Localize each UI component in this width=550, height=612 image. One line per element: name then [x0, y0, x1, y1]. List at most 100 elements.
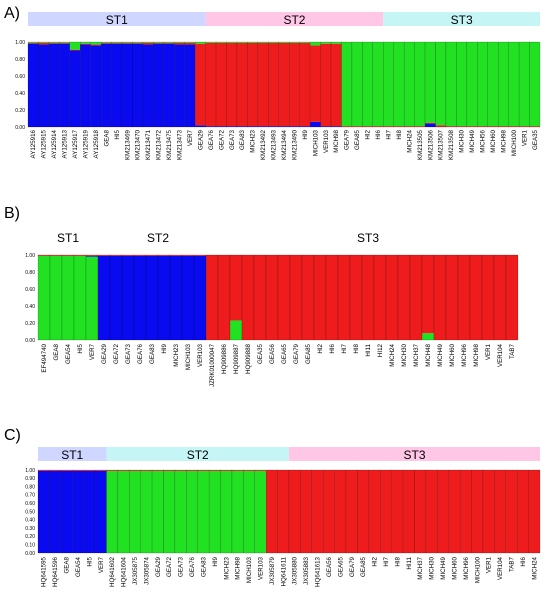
y-tick-label: 0.00 — [25, 338, 35, 344]
panel-label: B) — [4, 205, 20, 222]
bar-segment — [289, 126, 300, 127]
sample-label: KM213472 — [156, 129, 163, 159]
sample-label: MICH49 — [469, 129, 476, 152]
bar-segment — [205, 126, 217, 127]
sample-label: TAB7 — [509, 343, 516, 359]
bar-segment — [209, 470, 221, 553]
bar-segment — [28, 42, 39, 44]
y-tick-label: 0.60 — [15, 74, 25, 80]
bar-segment — [83, 470, 96, 553]
sample-label: VER103 — [323, 129, 330, 153]
sample-label: GEA54 — [75, 556, 82, 577]
bar-segment — [494, 470, 506, 553]
bar-segment — [236, 42, 248, 127]
bar-segment — [50, 255, 62, 256]
bar-segment — [231, 470, 244, 471]
bar-segment — [117, 470, 130, 471]
bar-segment — [254, 255, 266, 340]
group-band — [383, 12, 540, 26]
bar-segment — [482, 470, 495, 553]
bar-segment — [122, 43, 133, 128]
bar-outline — [83, 469, 96, 554]
bar-segment — [257, 126, 269, 127]
bar-segment — [277, 470, 289, 553]
bar-segment — [69, 42, 81, 50]
bar-segment — [254, 470, 267, 471]
bar-segment — [122, 42, 133, 43]
y-tick-label: 0.80 — [15, 57, 25, 63]
bar-segment — [482, 255, 494, 340]
group-label: ST3 — [357, 231, 379, 245]
bar-segment — [374, 255, 386, 340]
sample-label: KM213471 — [145, 129, 152, 159]
bar-segment — [278, 42, 290, 43]
group-label: ST2 — [147, 231, 169, 245]
bar-segment — [60, 470, 73, 471]
sample-label: MICH24 — [389, 343, 396, 366]
bar-segment — [445, 126, 457, 127]
bar-segment — [174, 42, 185, 43]
bar-segment — [446, 255, 458, 340]
bar-segment — [140, 470, 153, 553]
sample-label: HQ641611 — [280, 556, 287, 586]
group-band — [289, 447, 540, 461]
bar-segment — [80, 42, 91, 44]
bar-segment — [425, 470, 438, 553]
bar-segment — [466, 42, 478, 127]
sample-label: KM213493 — [271, 129, 278, 159]
bar-segment — [106, 470, 118, 471]
bar-segment — [101, 42, 112, 43]
bar-segment — [216, 42, 227, 43]
sample-label: HI11 — [406, 556, 413, 569]
y-tick-label: 0.80 — [25, 270, 35, 276]
bar-segment — [205, 42, 217, 127]
sample-label: HQ909886 — [221, 343, 228, 373]
bar-segment — [111, 42, 123, 43]
sample-label: KM213505 — [417, 129, 424, 159]
panel-label: A) — [4, 5, 20, 22]
sample-label: HI8 — [396, 129, 403, 139]
y-tick-label: 0.40 — [25, 518, 35, 524]
sample-label: MICH48 — [425, 343, 432, 366]
bar-segment — [460, 470, 472, 553]
bar-segment — [60, 470, 73, 553]
bar-segment — [334, 470, 347, 553]
bar-segment — [59, 43, 70, 128]
bar-segment — [95, 470, 107, 553]
bar-segment — [398, 255, 410, 340]
sample-label: AY125916 — [30, 129, 37, 158]
bar-segment — [110, 255, 122, 256]
bar-segment — [494, 255, 506, 340]
sample-label: JZRK01000047 — [209, 343, 216, 387]
bar-outline — [528, 469, 541, 554]
sample-label: VER1 — [486, 556, 493, 573]
bar-segment — [290, 255, 302, 340]
bar-segment — [383, 42, 394, 127]
structure-plot-panel: A) ST1 ST2 ST3 0.00 0.20 0.40 0.60 0.80 1.00 AY125… — [4, 5, 541, 160]
bar-segment — [122, 42, 133, 44]
bar-segment — [163, 43, 175, 128]
sample-label: AY125914 — [51, 129, 58, 158]
bar-segment — [69, 50, 81, 127]
bar-segment — [299, 126, 311, 127]
sample-label: GEA76 — [137, 343, 144, 364]
y-tick-label: 0.40 — [15, 91, 25, 97]
sample-label: MICH37 — [417, 556, 424, 579]
bar-segment — [243, 470, 255, 553]
bar-segment — [391, 470, 404, 553]
bar-outline — [106, 469, 119, 554]
bar-segment — [528, 470, 540, 553]
bar-segment — [435, 125, 446, 127]
sample-label: HQ641604 — [121, 556, 128, 586]
bar-outline — [195, 41, 206, 128]
bar-segment — [132, 43, 143, 128]
sample-label: MICH98 — [500, 129, 507, 152]
sample-label: HQ641596 — [52, 556, 59, 586]
bar-segment — [310, 45, 321, 122]
bar-segment — [142, 42, 154, 43]
bar-segment — [268, 42, 279, 43]
y-tick-label: 0.40 — [25, 304, 35, 310]
bar-segment — [226, 42, 237, 127]
group-band — [106, 447, 289, 461]
sample-label: GEA73 — [125, 343, 132, 364]
